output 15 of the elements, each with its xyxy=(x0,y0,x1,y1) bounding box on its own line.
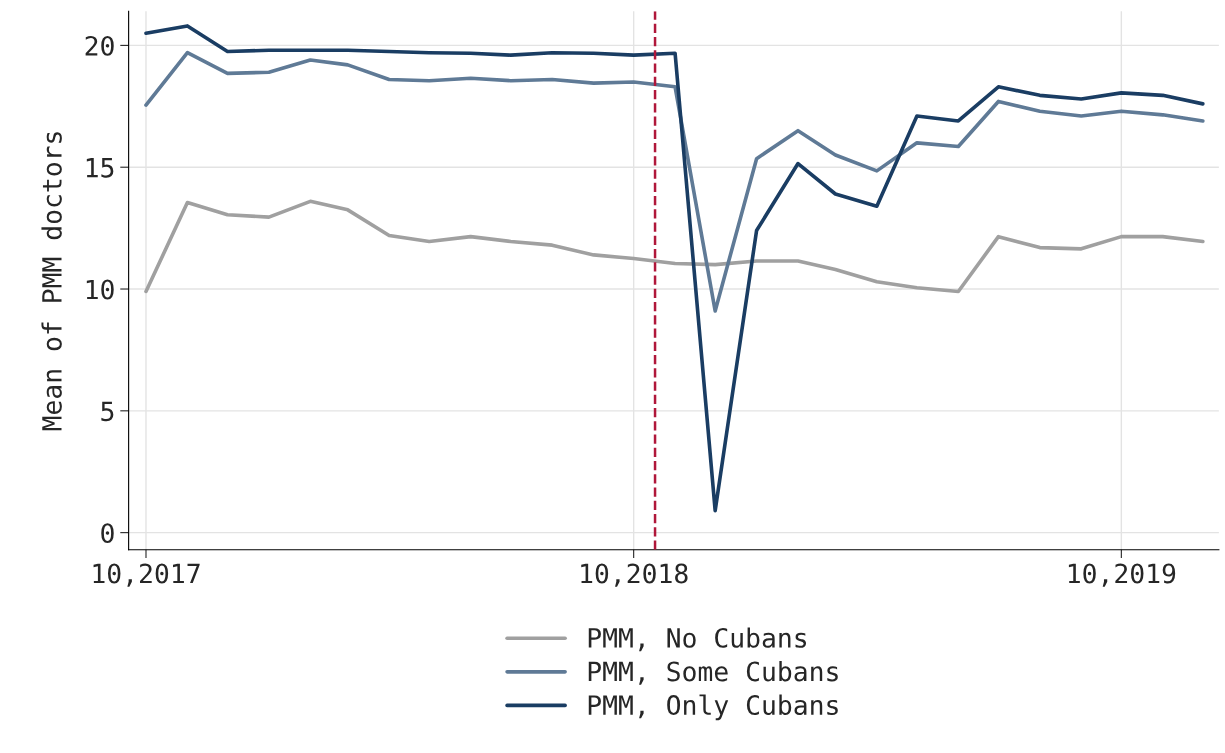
y-tick-label: 0 xyxy=(101,523,114,544)
y-tick-label: 10 xyxy=(86,279,114,300)
legend-label: PMM, No Cubans xyxy=(588,627,807,652)
line-series xyxy=(144,199,1205,294)
legend-label: PMM, Some Cubans xyxy=(588,661,838,685)
x-tick-label: 10,2017 xyxy=(93,563,200,587)
x-tick-label: 10,2019 xyxy=(1068,563,1176,587)
y-tick-label: 15 xyxy=(86,158,114,178)
legend-label: PMM, Only Cubans xyxy=(588,694,838,721)
line-series xyxy=(144,50,1205,313)
x-tick-label: 10,2018 xyxy=(581,563,688,587)
line-series xyxy=(144,24,1205,513)
y-tick-label: 5 xyxy=(101,401,114,422)
y-axis-title: Mean of PMM doctors xyxy=(41,132,62,431)
y-tick-label: 20 xyxy=(85,35,114,56)
